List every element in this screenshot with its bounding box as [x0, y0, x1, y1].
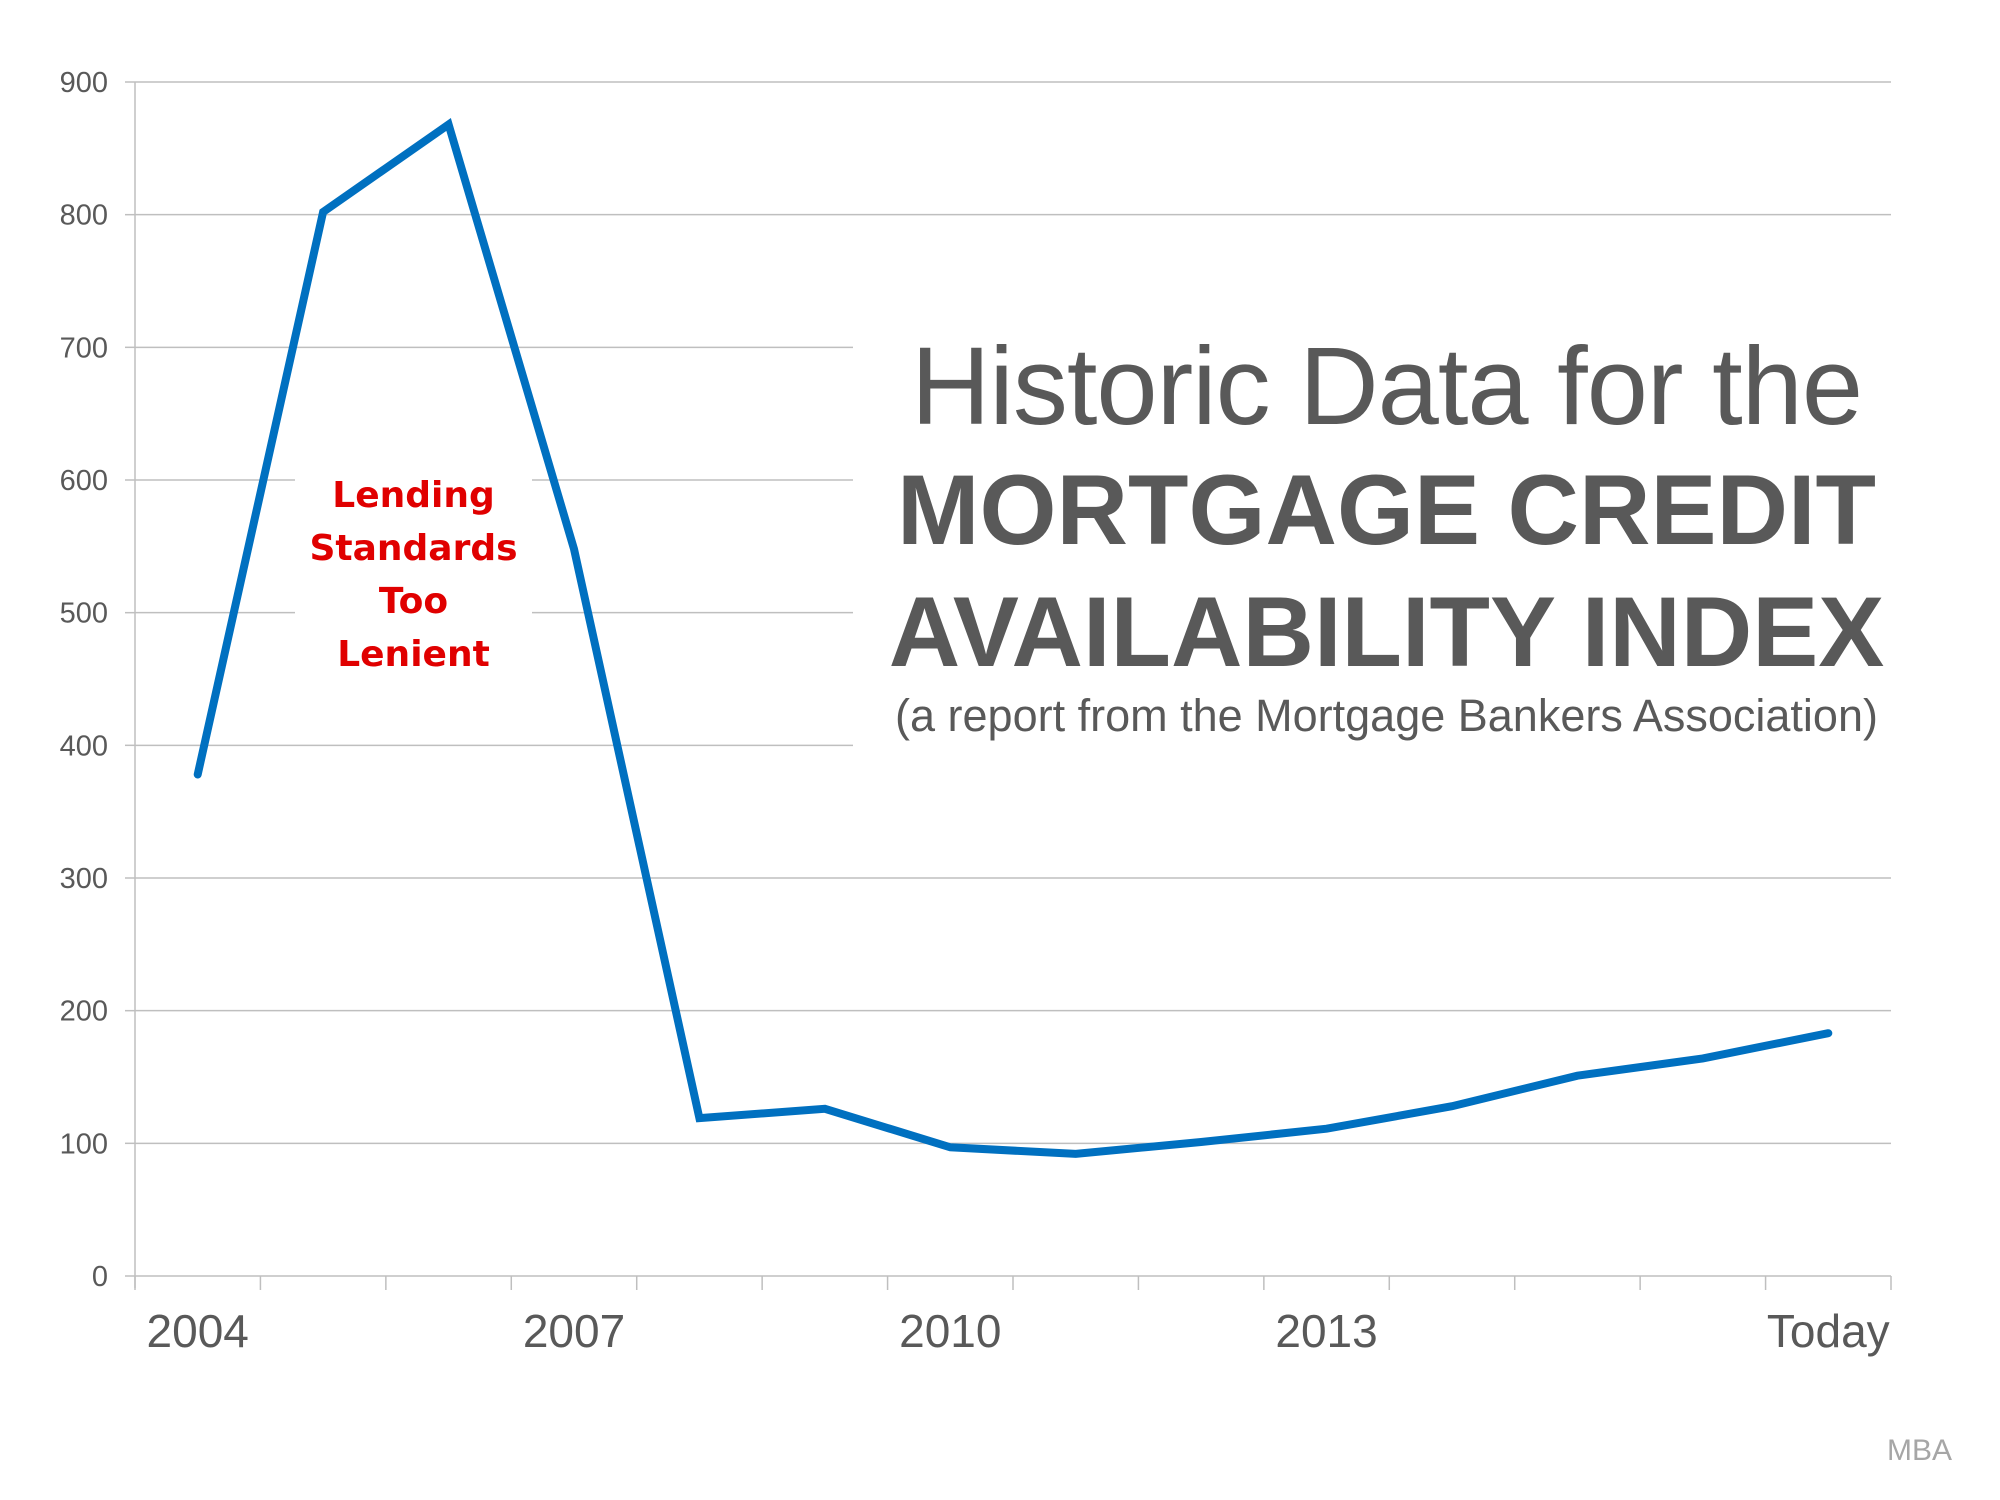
y-tick-label: 100 — [60, 1128, 108, 1160]
y-tick-label: 300 — [60, 863, 108, 895]
x-tick-label: 2007 — [523, 1305, 625, 1357]
index-line — [193, 118, 1833, 1158]
source-label: MBA — [1886, 1434, 1952, 1467]
title-line-3: AVAILABILITY INDEX — [888, 576, 1885, 687]
chart-subtitle: (a report from the Mortgage Bankers Asso… — [895, 690, 1878, 741]
y-tick-label: 0 — [92, 1261, 108, 1293]
y-tick-label: 200 — [60, 996, 108, 1028]
annotation-line: Too — [378, 581, 449, 622]
y-axis: 0 100 200 300 400 500 600 700 800 900 — [60, 67, 136, 1293]
x-tick-label: Today — [1767, 1305, 1890, 1357]
title-line-2: MORTGAGE CREDIT — [897, 454, 1876, 565]
y-tick-label: 800 — [60, 200, 108, 232]
y-tick-label: 700 — [60, 332, 108, 364]
y-tick-label: 500 — [60, 598, 108, 630]
x-tick-label: 2010 — [899, 1305, 1001, 1357]
x-axis: 2004 2007 2010 2013 Today — [134, 1275, 1892, 1357]
title-line-1: Historic Data for the — [910, 325, 1863, 448]
x-tick-label: 2013 — [1275, 1305, 1377, 1357]
lending-standards-annotation: Lending Standards Too Lenient — [295, 465, 532, 690]
annotation-line: Lending — [332, 475, 495, 516]
annotation-line: Standards — [309, 528, 518, 569]
y-tick-label: 600 — [60, 465, 108, 497]
y-tick-label: 900 — [60, 67, 108, 99]
chart-title-block: Historic Data for the MORTGAGE CREDIT AV… — [853, 300, 1920, 770]
annotation-line: Lenient — [337, 634, 490, 675]
x-tick-label: 2004 — [147, 1305, 249, 1357]
y-tick-label: 400 — [60, 730, 108, 762]
